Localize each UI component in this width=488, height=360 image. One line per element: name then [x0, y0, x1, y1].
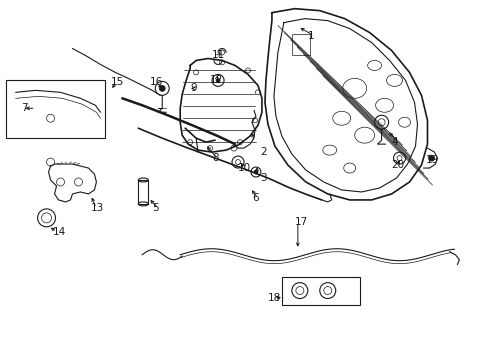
- Text: 19: 19: [425, 155, 438, 165]
- Circle shape: [253, 170, 258, 174]
- Text: 4: 4: [391, 137, 397, 147]
- Text: 14: 14: [52, 227, 66, 237]
- Bar: [281, 276, 359, 305]
- Text: 5: 5: [152, 203, 159, 213]
- Circle shape: [216, 78, 220, 82]
- Text: 13: 13: [90, 203, 103, 213]
- Text: 17: 17: [294, 217, 307, 227]
- Text: 1: 1: [307, 31, 314, 41]
- Text: 20: 20: [391, 160, 404, 170]
- Text: 8: 8: [212, 153, 218, 163]
- Text: 3: 3: [260, 173, 266, 183]
- Text: 2: 2: [260, 147, 266, 157]
- Bar: [6, 80, 105, 138]
- Text: 18: 18: [267, 293, 281, 302]
- Bar: [291, 33, 309, 55]
- Circle shape: [427, 155, 433, 161]
- Text: 11: 11: [212, 50, 225, 60]
- Text: 15: 15: [110, 77, 123, 87]
- Text: 12: 12: [210, 75, 223, 85]
- Text: 9: 9: [190, 84, 196, 93]
- Bar: [138, 180, 148, 204]
- Text: 7: 7: [20, 103, 27, 113]
- Circle shape: [159, 85, 165, 91]
- Text: 10: 10: [238, 163, 251, 173]
- Text: 16: 16: [150, 77, 163, 87]
- Text: 6: 6: [251, 193, 258, 203]
